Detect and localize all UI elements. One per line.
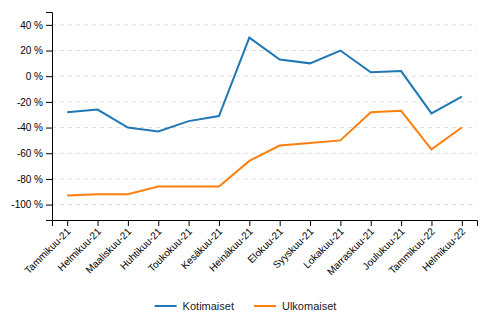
y-tick: 40 % (20, 20, 52, 31)
y-tick-label: 0 % (26, 71, 43, 82)
grid-line (52, 24, 477, 25)
x-tick-mark (462, 220, 463, 226)
y-tick: -60 % (17, 148, 52, 159)
y-tick-mark (46, 153, 52, 154)
series-line (67, 38, 462, 132)
y-tick-mark (46, 128, 52, 129)
x-axis: Tammikuu-21Helmikuu-21Maaliskuu-21Huhtik… (22, 220, 477, 277)
x-tick-mark (128, 220, 129, 226)
x-axis-line (53, 221, 478, 227)
y-tick-mark (46, 179, 52, 180)
y-tick-label: -80 % (17, 174, 43, 185)
x-tick: Heinäkuu-21 (207, 220, 255, 274)
x-tick-label: Helmikuu-22 (420, 225, 468, 273)
x-tick-mark (98, 220, 99, 226)
grid-line (52, 76, 477, 77)
grid-line (52, 178, 477, 179)
grid-line (52, 50, 477, 51)
grid (52, 25, 477, 205)
x-tick-mark (371, 220, 372, 226)
y-tick-mark (46, 102, 52, 103)
y-tick: -80 % (17, 174, 52, 185)
legend-swatch (155, 305, 177, 307)
x-tick-mark (431, 220, 432, 226)
y-tick-label: 40 % (20, 20, 43, 31)
y-axis-line (46, 13, 53, 221)
y-tick-label: -40 % (17, 122, 43, 133)
grid-line (52, 101, 477, 102)
legend: Kotimaiset Ulkomaiset (155, 300, 337, 312)
y-tick-mark (46, 25, 52, 26)
legend-item: Ulkomaiset (254, 300, 336, 312)
x-tick-label: Heinäkuu-21 (207, 225, 255, 273)
x-tick-mark (158, 220, 159, 226)
y-tick: 0 % (26, 71, 52, 82)
x-tick-mark (310, 220, 311, 226)
x-tick-mark (67, 220, 68, 226)
plot-area (67, 38, 462, 196)
y-tick: -40 % (17, 122, 52, 133)
legend-item: Kotimaiset (155, 300, 234, 312)
y-tick-mark (46, 205, 52, 206)
x-tick: Helmikuu-22 (420, 220, 468, 273)
legend-label: Ulkomaiset (282, 300, 336, 312)
y-tick-mark (46, 51, 52, 52)
y-tick: 20 % (20, 45, 52, 56)
y-tick: -20 % (17, 97, 52, 108)
x-tick-mark (189, 220, 190, 226)
series-line (67, 111, 462, 196)
legend-label: Kotimaiset (183, 300, 234, 312)
y-tick-label: -60 % (17, 148, 43, 159)
chart: -100 % -80 % -60 % -40 % -20 % 0 % 20 % 40 % Tam… (0, 0, 491, 320)
grid-line (52, 204, 477, 205)
x-tick-mark (401, 220, 402, 226)
x-tick-mark (340, 220, 341, 226)
x-tick-mark (280, 220, 281, 226)
y-tick-label: -20 % (17, 97, 43, 108)
y-tick-label: -100 % (11, 199, 43, 210)
x-tick-mark (249, 220, 250, 226)
y-tick-label: 20 % (20, 45, 43, 56)
legend-swatch (254, 305, 276, 307)
x-tick-mark (219, 220, 220, 226)
y-axis: -100 % -80 % -60 % -40 % -20 % 0 % 20 % 40 % (11, 13, 52, 221)
y-tick: -100 % (11, 199, 52, 210)
y-tick-mark (46, 76, 52, 77)
